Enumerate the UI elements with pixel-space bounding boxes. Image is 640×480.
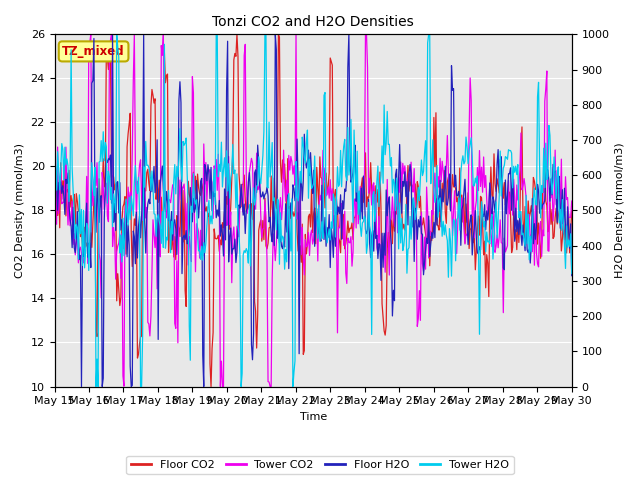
Floor H2O xyxy=(557,201,565,207)
X-axis label: Time: Time xyxy=(300,412,327,422)
Tower H2O xyxy=(333,197,340,203)
Floor CO2 xyxy=(360,174,368,180)
Tower H2O xyxy=(113,32,120,37)
Tower CO2 xyxy=(298,225,306,230)
Floor CO2 xyxy=(477,193,484,199)
Floor H2O xyxy=(298,198,306,204)
Floor CO2 xyxy=(51,182,58,188)
Line: Floor CO2: Floor CO2 xyxy=(54,35,572,386)
Floor CO2 xyxy=(298,221,306,227)
Line: Tower H2O: Tower H2O xyxy=(54,35,572,386)
Tower H2O xyxy=(51,179,58,184)
Tower CO2 xyxy=(568,198,575,204)
Floor CO2 xyxy=(207,384,215,389)
Tower CO2 xyxy=(216,384,224,389)
Tower H2O xyxy=(301,160,309,166)
Tower H2O xyxy=(298,134,306,140)
Tower CO2 xyxy=(51,194,58,200)
Floor CO2 xyxy=(301,231,309,237)
Floor H2O xyxy=(77,384,85,389)
Floor H2O xyxy=(301,156,309,162)
Floor CO2 xyxy=(333,203,340,208)
Tower CO2 xyxy=(477,184,484,190)
Floor H2O xyxy=(360,188,368,194)
Tower H2O xyxy=(92,384,100,389)
Floor H2O xyxy=(51,145,58,151)
Floor CO2 xyxy=(557,248,565,254)
Y-axis label: H2O Density (mmol/m3): H2O Density (mmol/m3) xyxy=(615,143,625,278)
Tower CO2 xyxy=(557,156,565,162)
Tower H2O xyxy=(477,237,484,242)
Y-axis label: CO2 Density (mmol/m3): CO2 Density (mmol/m3) xyxy=(15,143,25,278)
Tower H2O xyxy=(360,213,368,219)
Tower CO2 xyxy=(87,32,95,37)
Floor CO2 xyxy=(233,32,241,37)
Tower H2O xyxy=(557,228,565,233)
Text: TZ_mixed: TZ_mixed xyxy=(62,45,125,58)
Line: Floor H2O: Floor H2O xyxy=(54,35,572,386)
Tower CO2 xyxy=(333,223,340,228)
Floor H2O xyxy=(333,196,340,202)
Floor H2O xyxy=(477,247,484,253)
Legend: Floor CO2, Tower CO2, Floor H2O, Tower H2O: Floor CO2, Tower CO2, Floor H2O, Tower H… xyxy=(126,456,514,474)
Floor H2O xyxy=(568,273,575,278)
Floor H2O xyxy=(109,32,116,37)
Line: Tower CO2: Tower CO2 xyxy=(54,35,572,386)
Tower CO2 xyxy=(360,184,368,190)
Floor CO2 xyxy=(568,208,575,214)
Tower CO2 xyxy=(301,237,309,243)
Tower H2O xyxy=(568,271,575,276)
Title: Tonzi CO2 and H2O Densities: Tonzi CO2 and H2O Densities xyxy=(212,15,414,29)
